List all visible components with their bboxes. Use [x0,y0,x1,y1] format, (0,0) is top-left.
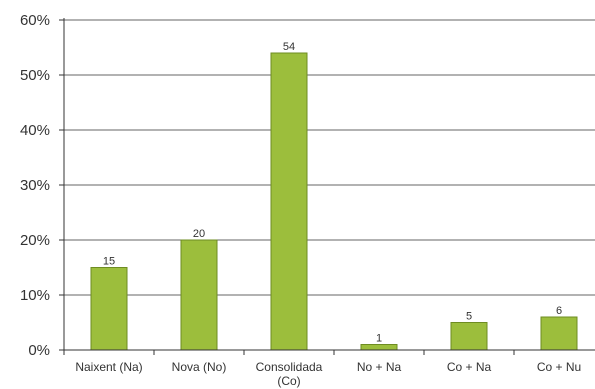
bar [360,344,398,351]
x-tick-label-line: Nova (No) [172,360,227,374]
data-label: 20 [193,228,205,240]
x-tick-label: Consolidada (Co) [256,360,323,388]
data-label: 15 [103,256,115,268]
x-tick-label-line: Co + Na [447,360,492,374]
x-tick-label-line: Consolidada [256,360,323,374]
y-tick-label: 50% [20,67,50,84]
axes [59,18,595,355]
bars [90,52,578,351]
data-label: 54 [283,41,295,53]
bar [270,52,308,351]
bar [450,322,488,351]
bar [180,239,218,351]
gridlines [64,19,595,296]
x-tick-label-line: No + Na [357,360,402,374]
x-tick-label: Co + Na [447,360,492,374]
x-tick-label-line: (Co) [277,374,300,388]
x-tick-label: Naixent (Na) [75,360,142,374]
y-tick-label: 60% [20,12,50,29]
x-tick-label: Co + Nu [537,360,581,374]
x-tick-label: Nova (No) [172,360,227,374]
x-tick-label: No + Na [357,360,402,374]
x-tick-labels: Naixent (Na) Nova (No) Consolidada (Co) No +… [75,360,581,388]
y-tick-label: 30% [20,177,50,194]
data-label: 1 [376,333,382,345]
data-label: 6 [556,305,562,317]
y-tick-label: 20% [20,232,50,249]
bar [540,316,578,351]
bar [90,267,128,351]
y-tick-label: 10% [20,287,50,304]
y-tick-labels: 0% 10% 20% 30% 40% 50% 60% [20,12,50,359]
x-tick-label-line: Co + Nu [537,360,581,374]
x-tick-label-line: Naixent (Na) [75,360,142,374]
y-tick-label: 0% [28,342,50,359]
data-label: 5 [466,311,472,323]
y-tick-label: 40% [20,122,50,139]
